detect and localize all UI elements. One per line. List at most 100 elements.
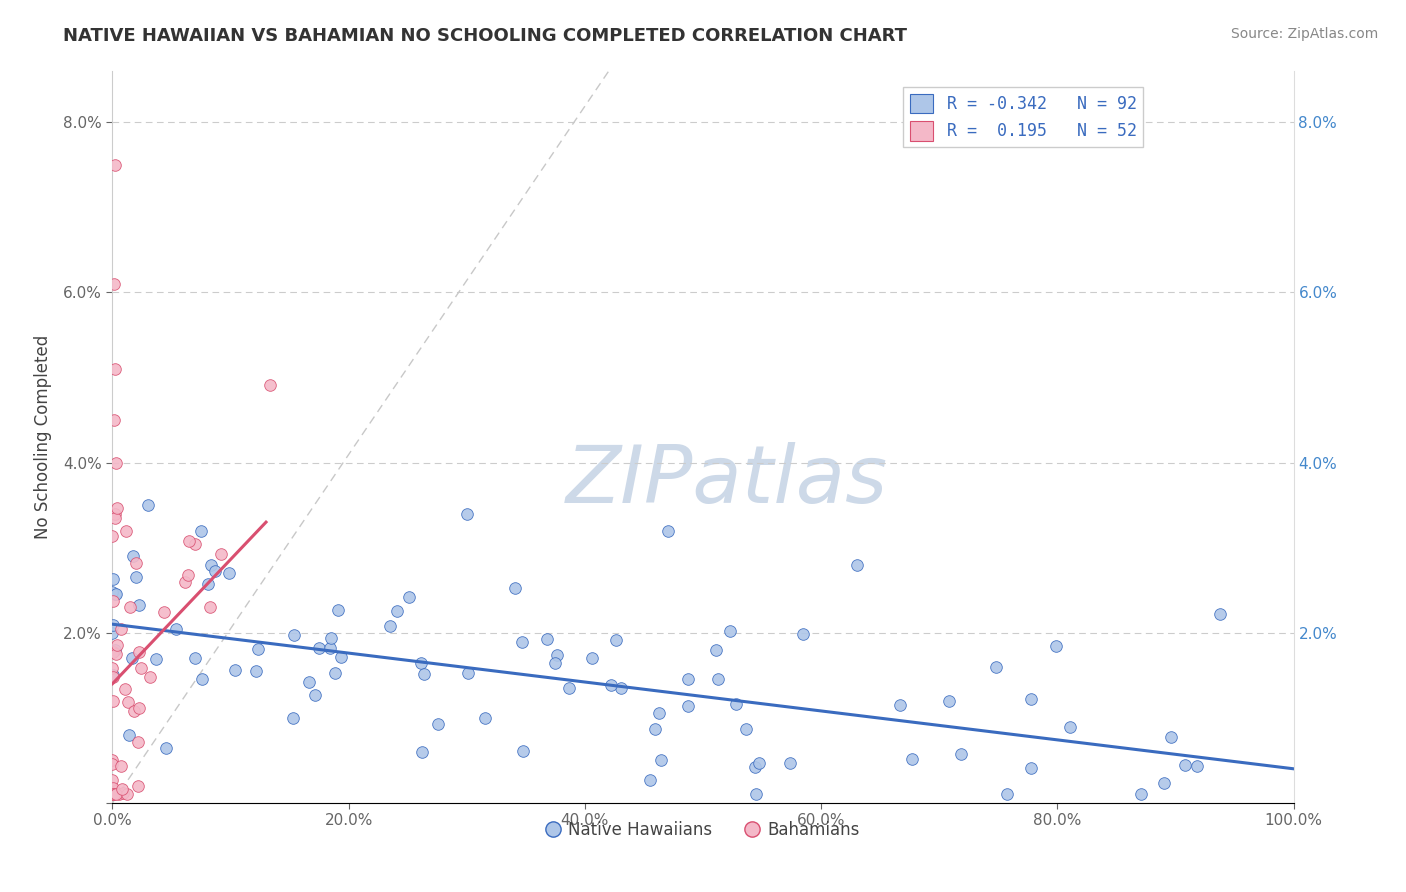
Point: [474, 711, 496, 725]
Point: [426, 717, 449, 731]
Point: [330, 649, 353, 664]
Point: [398, 590, 420, 604]
Point: [1019, 761, 1042, 775]
Point: [901, 752, 924, 766]
Point: [101, 625, 124, 640]
Point: [600, 678, 623, 692]
Point: [104, 362, 127, 376]
Point: [259, 377, 281, 392]
Point: [845, 558, 868, 572]
Point: [101, 783, 124, 797]
Point: [105, 587, 128, 601]
Point: [704, 643, 727, 657]
Point: [323, 665, 346, 680]
Point: [546, 648, 568, 662]
Point: [319, 631, 342, 645]
Point: [101, 786, 124, 800]
Point: [104, 587, 127, 601]
Point: [1160, 730, 1182, 744]
Point: [105, 787, 128, 801]
Point: [1045, 639, 1067, 653]
Point: [387, 605, 409, 619]
Point: [112, 786, 135, 800]
Point: [792, 627, 814, 641]
Point: [748, 756, 770, 770]
Point: [115, 787, 138, 801]
Point: [128, 645, 150, 659]
Point: [676, 699, 699, 714]
Point: [1187, 759, 1209, 773]
Point: [503, 581, 526, 595]
Point: [456, 507, 478, 521]
Point: [105, 501, 128, 516]
Point: [198, 600, 221, 615]
Point: [101, 773, 124, 788]
Text: NATIVE HAWAIIAN VS BAHAMIAN NO SCHOOLING COMPLETED CORRELATION CHART: NATIVE HAWAIIAN VS BAHAMIAN NO SCHOOLING…: [63, 27, 907, 45]
Point: [114, 682, 136, 697]
Point: [101, 529, 124, 543]
Point: [304, 688, 326, 702]
Point: [103, 787, 125, 801]
Point: [283, 628, 305, 642]
Point: [105, 456, 128, 470]
Point: [128, 598, 150, 612]
Point: [104, 511, 127, 525]
Point: [319, 640, 342, 655]
Point: [174, 574, 197, 589]
Point: [183, 537, 205, 551]
Point: [676, 672, 699, 686]
Point: [125, 570, 148, 584]
Point: [121, 549, 143, 563]
Point: [378, 619, 401, 633]
Point: [117, 695, 139, 709]
Point: [104, 158, 127, 172]
Point: [197, 576, 219, 591]
Legend: Native Hawaiians, Bahamians: Native Hawaiians, Bahamians: [540, 814, 866, 846]
Point: [308, 641, 330, 656]
Point: [209, 547, 232, 561]
Point: [108, 787, 131, 801]
Point: [650, 753, 672, 767]
Point: [986, 660, 1008, 674]
Point: [298, 674, 321, 689]
Point: [120, 600, 142, 615]
Point: [245, 664, 267, 678]
Point: [457, 666, 479, 681]
Point: [101, 572, 124, 586]
Point: [122, 704, 145, 718]
Point: [204, 564, 226, 578]
Point: [101, 787, 124, 801]
Point: [114, 524, 136, 538]
Point: [136, 498, 159, 512]
Point: [103, 277, 125, 291]
Point: [155, 741, 177, 756]
Point: [1174, 758, 1197, 772]
Point: [735, 722, 758, 736]
Y-axis label: No Schooling Completed: No Schooling Completed: [34, 335, 52, 539]
Point: [104, 648, 127, 662]
Point: [938, 694, 960, 708]
Point: [1059, 720, 1081, 734]
Point: [1130, 787, 1153, 801]
Point: [103, 413, 125, 427]
Point: [127, 735, 149, 749]
Point: [411, 745, 433, 759]
Point: [101, 781, 124, 796]
Point: [657, 524, 679, 538]
Point: [145, 652, 167, 666]
Point: [412, 666, 434, 681]
Point: [744, 759, 766, 773]
Point: [200, 558, 222, 573]
Point: [121, 651, 143, 665]
Point: [544, 656, 567, 670]
Point: [165, 622, 187, 636]
Point: [129, 660, 152, 674]
Point: [103, 787, 125, 801]
Point: [949, 747, 972, 762]
Point: [281, 711, 304, 725]
Point: [177, 568, 200, 582]
Point: [101, 618, 124, 632]
Point: [536, 632, 558, 646]
Text: Source: ZipAtlas.com: Source: ZipAtlas.com: [1230, 27, 1378, 41]
Point: [610, 681, 633, 695]
